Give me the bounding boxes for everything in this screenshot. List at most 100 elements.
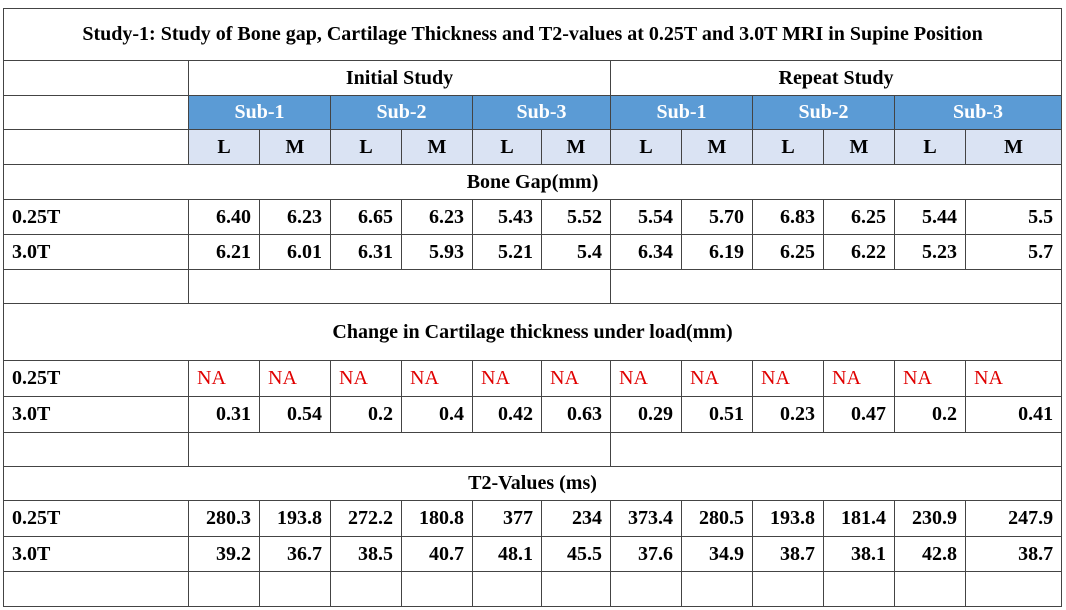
value-cell: 36.7: [259, 536, 331, 572]
empty-cell: [472, 571, 542, 607]
value-cell: 6.31: [330, 234, 402, 270]
value-cell: 181.4: [823, 500, 895, 537]
value-cell: 6.65: [330, 199, 402, 235]
row-label: 0.25T: [3, 360, 189, 397]
table-row: 3.0T 0.31 0.54 0.2 0.4 0.42 0.63 0.29 0.51 0.23 0.…: [3, 396, 1063, 433]
value-cell: 0.47: [823, 396, 895, 433]
subject-header: Sub-2: [752, 95, 895, 130]
value-cell: NA: [752, 360, 824, 397]
value-cell: NA: [964, 360, 1063, 397]
empty-cell: [3, 129, 189, 165]
value-cell: 37.6: [610, 536, 682, 572]
value-cell: 0.41: [964, 396, 1063, 433]
value-cell: NA: [259, 360, 331, 397]
subject-header: Sub-3: [472, 95, 611, 130]
value-cell: 280.3: [188, 500, 260, 537]
value-cell: 193.8: [259, 500, 331, 537]
value-cell: 193.8: [752, 500, 824, 537]
value-cell: 5.4: [541, 234, 611, 270]
value-cell: 6.83: [752, 199, 824, 235]
section-title: T2-Values (ms): [2, 466, 1063, 501]
value-cell: 0.2: [330, 396, 402, 433]
spacer-row: [3, 269, 1063, 304]
empty-cell: [3, 95, 189, 130]
side-header: L: [752, 129, 824, 165]
side-header: M: [964, 129, 1063, 165]
table-row: 3.0T 6.21 6.01 6.31 5.93 5.21 5.4 6.34 6.19 6.25 6…: [3, 234, 1063, 270]
value-cell: NA: [894, 360, 966, 397]
value-cell: 0.29: [610, 396, 682, 433]
side-header: M: [541, 129, 611, 165]
value-cell: 6.34: [610, 234, 682, 270]
row-label: 0.25T: [3, 500, 189, 537]
table-row: 0.25T 6.40 6.23 6.65 6.23 5.43 5.52 5.54 5.70 6.8…: [3, 199, 1063, 235]
empty-cell: [609, 269, 1063, 304]
row-label: 0.25T: [3, 199, 189, 235]
side-header: M: [681, 129, 753, 165]
value-cell: 6.23: [401, 199, 473, 235]
side-header: L: [894, 129, 966, 165]
repeat-study-header: Repeat Study: [609, 60, 1063, 96]
value-cell: 38.1: [823, 536, 895, 572]
empty-cell: [3, 269, 189, 304]
empty-cell: [188, 269, 611, 304]
value-cell: 6.25: [752, 234, 824, 270]
empty-cell: [259, 571, 331, 607]
empty-cell: [188, 432, 611, 467]
value-cell: 0.31: [188, 396, 260, 433]
section-title: Bone Gap(mm): [2, 164, 1063, 200]
value-cell: 5.7: [964, 234, 1063, 270]
value-cell: 5.23: [894, 234, 966, 270]
value-cell: 6.21: [188, 234, 260, 270]
value-cell: 272.2: [330, 500, 402, 537]
empty-cell: [3, 60, 189, 96]
value-cell: 34.9: [681, 536, 753, 572]
value-cell: 6.19: [681, 234, 753, 270]
value-cell: 5.5: [964, 199, 1063, 235]
value-cell: 5.70: [681, 199, 753, 235]
subject-header: Sub-3: [893, 95, 1063, 130]
value-cell: 5.21: [472, 234, 542, 270]
value-cell: 0.63: [541, 396, 611, 433]
value-cell: NA: [472, 360, 542, 397]
empty-cell: [823, 571, 895, 607]
empty-cell: [188, 571, 260, 607]
value-cell: 5.44: [894, 199, 966, 235]
value-cell: 38.7: [964, 536, 1063, 572]
empty-cell: [964, 571, 1063, 607]
value-cell: 373.4: [610, 500, 682, 537]
value-cell: 40.7: [401, 536, 473, 572]
side-header: L: [188, 129, 260, 165]
value-cell: 0.2: [894, 396, 966, 433]
side-header: M: [823, 129, 895, 165]
subject-header: Sub-1: [610, 95, 753, 130]
value-cell: 5.93: [401, 234, 473, 270]
value-cell: NA: [823, 360, 895, 397]
initial-study-header: Initial Study: [188, 60, 611, 96]
value-cell: NA: [541, 360, 611, 397]
value-cell: NA: [330, 360, 402, 397]
empty-cell: [610, 571, 682, 607]
value-cell: 6.25: [823, 199, 895, 235]
value-cell: 280.5: [681, 500, 753, 537]
value-cell: 45.5: [541, 536, 611, 572]
side-header: M: [401, 129, 473, 165]
empty-cell: [401, 571, 473, 607]
spacer-row: [3, 432, 1063, 467]
table-row: 0.25T NA NA NA NA NA NA NA NA NA NA NA NA: [3, 360, 1063, 397]
value-cell: 38.7: [752, 536, 824, 572]
value-cell: NA: [610, 360, 682, 397]
empty-cell: [3, 432, 189, 467]
value-cell: 5.54: [610, 199, 682, 235]
empty-cell: [752, 571, 824, 607]
study-table: Study-1: Study of Bone gap, Cartilage Th…: [2, 8, 1063, 607]
table-row: 3.0T 39.2 36.7 38.5 40.7 48.1 45.5 37.6 34.9 38.7…: [3, 536, 1063, 572]
value-cell: 48.1: [472, 536, 542, 572]
value-cell: 377: [472, 500, 542, 537]
value-cell: NA: [401, 360, 473, 397]
side-header: L: [472, 129, 542, 165]
value-cell: 0.42: [472, 396, 542, 433]
value-cell: 5.43: [472, 199, 542, 235]
side-header: L: [330, 129, 402, 165]
side-header: M: [259, 129, 331, 165]
